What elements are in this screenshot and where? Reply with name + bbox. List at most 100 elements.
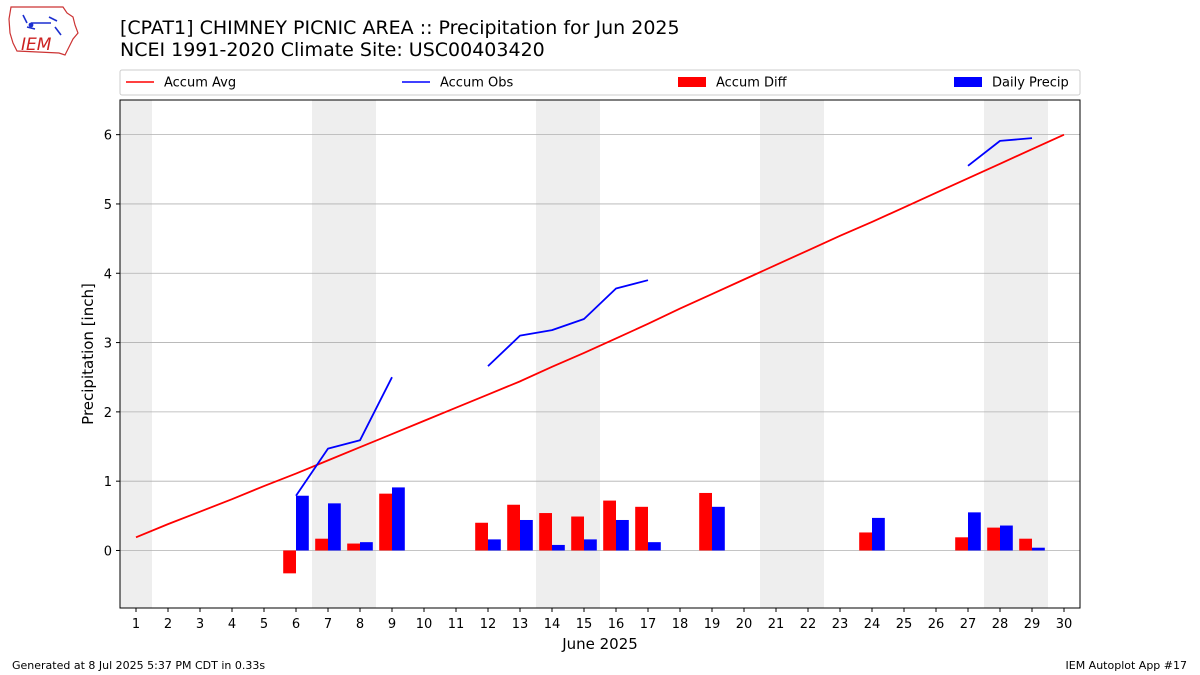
y-tick-label: 1 (104, 475, 112, 490)
x-tick-label: 2 (164, 617, 172, 632)
y-axis-ticks: 0 1 2 3 4 5 6 (104, 129, 120, 559)
accum-diff-bar (315, 538, 328, 551)
chart-title: [CPAT1] CHIMNEY PICNIC AREA :: Precipita… (120, 17, 680, 39)
x-tick-label: 1 (132, 617, 140, 632)
accum-diff-bar (699, 492, 712, 551)
weekend-band (984, 100, 1016, 608)
y-tick-label: 4 (104, 267, 112, 282)
x-tick-label: 15 (576, 617, 593, 632)
daily-precip-bar (520, 519, 533, 551)
accum-diff-bar (635, 506, 648, 551)
accum-diff-bar (283, 550, 296, 574)
daily-precip-bar (392, 487, 405, 551)
x-tick-label: 4 (228, 617, 236, 632)
accum-diff-bar (379, 493, 392, 551)
x-tick-label: 13 (512, 617, 529, 632)
weekend-band (1016, 100, 1048, 608)
y-tick-label: 5 (104, 198, 112, 213)
x-tick-label: 5 (260, 617, 268, 632)
daily-precip-bar (488, 539, 501, 551)
daily-precip-bar (584, 539, 597, 551)
x-tick-label: 29 (1024, 617, 1041, 632)
x-tick-label: 11 (448, 617, 465, 632)
accum-diff-bar (1019, 538, 1032, 551)
daily-precip-bar (648, 542, 661, 551)
accum-obs-line (967, 137, 1033, 167)
x-tick-label: 3 (196, 617, 204, 632)
x-tick-label: 7 (324, 617, 332, 632)
x-tick-label: 12 (480, 617, 497, 632)
x-tick-label: 30 (1056, 617, 1073, 632)
legend-accum-avg-label: Accum Avg (164, 76, 236, 91)
accum-avg-line (135, 133, 1065, 539)
x-tick-label: 17 (640, 617, 657, 632)
weekend-band (760, 100, 792, 608)
legend-accum-diff-label: Accum Diff (716, 76, 788, 91)
legend-daily-precip-swatch (954, 77, 982, 87)
weekend-band (792, 100, 824, 608)
daily-precip-bar (1000, 525, 1013, 551)
x-tick-label: 28 (992, 617, 1009, 632)
logo-text: IEM (21, 35, 52, 55)
lines (135, 133, 1065, 539)
x-tick-label: 16 (608, 617, 625, 632)
footer-generated-text: Generated at 8 Jul 2025 5:37 PM CDT in 0… (12, 659, 266, 672)
daily-precip-bar (296, 495, 309, 551)
weekend-bands (120, 100, 1048, 608)
daily-precip-bar (968, 512, 981, 551)
accum-diff-bar (987, 527, 1000, 551)
x-tick-label: 26 (928, 617, 945, 632)
accum-diff-bar (347, 543, 360, 551)
legend-daily-precip-label: Daily Precip (992, 76, 1069, 91)
accum-obs-line (487, 279, 649, 367)
y-tick-label: 6 (104, 129, 112, 144)
accum-diff-bar (955, 537, 968, 551)
accum-diff-bar (539, 513, 552, 551)
legend-accum-diff-swatch (678, 77, 706, 87)
daily-precip-bar (360, 542, 373, 551)
x-tick-label: 6 (292, 617, 300, 632)
x-tick-label: 20 (736, 617, 753, 632)
x-tick-label: 24 (864, 617, 881, 632)
accum-diff-bar (507, 504, 520, 551)
legend: Accum Avg Accum Obs Accum Diff Daily Pre… (119, 69, 1081, 96)
iem-logo: IEM (8, 6, 79, 56)
x-tick-label: 25 (896, 617, 913, 632)
x-tick-label: 8 (356, 617, 364, 632)
accum-diff-bar (475, 522, 488, 551)
daily-precip-bar (872, 517, 885, 551)
weekend-band (344, 100, 376, 608)
x-tick-label: 14 (544, 617, 561, 632)
daily-precip-bar (552, 544, 565, 551)
x-tick-label: 19 (704, 617, 721, 632)
gridlines (120, 134, 1080, 551)
y-axis-label: Precipitation [inch] (79, 283, 97, 425)
daily-precip-bar (616, 519, 629, 551)
bars (283, 487, 1045, 574)
accum-diff-bar (859, 532, 872, 551)
accum-diff-bar (571, 516, 584, 551)
accum-obs-line (295, 376, 393, 497)
legend-accum-obs-label: Accum Obs (440, 76, 513, 91)
daily-precip-bar (712, 506, 725, 551)
x-axis-ticks: 1 2 3 4 5 6 7 8 9 10 11 12 13 14 15 16 17 18 19 20 21 22 23 24 2… (132, 608, 1072, 632)
x-tick-label: 23 (832, 617, 849, 632)
weekend-band (120, 100, 152, 608)
x-tick-label: 22 (800, 617, 817, 632)
plot-frame (119, 99, 1081, 609)
x-tick-label: 18 (672, 617, 689, 632)
y-tick-label: 3 (104, 337, 112, 352)
footer-app-text: IEM Autoplot App #17 (1065, 659, 1188, 672)
x-tick-label: 9 (388, 617, 396, 632)
x-tick-label: 21 (768, 617, 785, 632)
x-axis-label: June 2025 (561, 635, 638, 653)
x-tick-label: 10 (416, 617, 433, 632)
accum-diff-bar (603, 500, 616, 551)
daily-precip-bar (328, 503, 341, 551)
daily-precip-bar (1032, 547, 1045, 551)
y-tick-label: 0 (104, 544, 112, 559)
chart-subtitle: NCEI 1991-2020 Climate Site: USC00403420 (120, 39, 545, 61)
x-tick-label: 27 (960, 617, 977, 632)
y-tick-label: 2 (104, 406, 112, 421)
